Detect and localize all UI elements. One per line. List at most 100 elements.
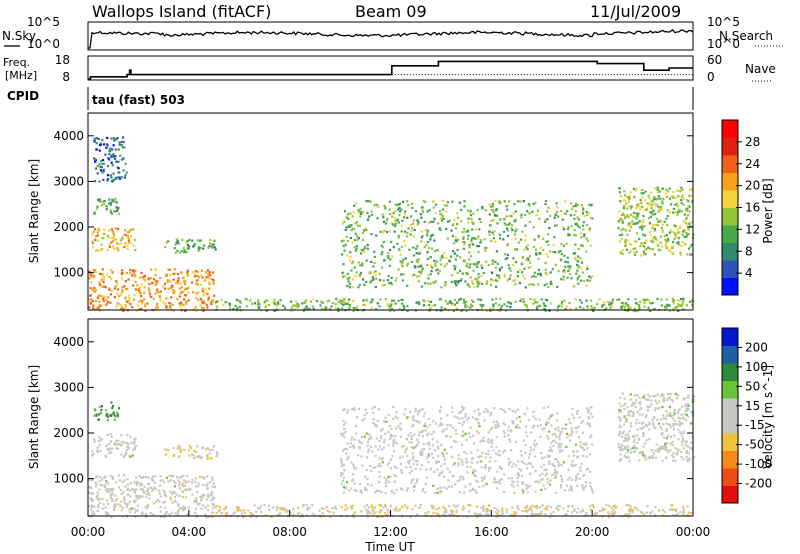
power-echo-pixel: [108, 287, 111, 290]
velocity-echo-pixel: [642, 445, 645, 448]
velocity-echo-pixel: [501, 507, 504, 510]
power-echo-pixel: [350, 269, 353, 272]
velocity-echo-pixel: [558, 505, 561, 508]
power-echo-pixel: [626, 309, 630, 312]
velocity-echo-pixel: [588, 422, 591, 426]
noise-panel: 10^5 10^0 10^5 10^0 N.Sky N.Search: [2, 15, 785, 51]
beam-label: Beam 09: [355, 2, 427, 21]
power-echo-pixel: [119, 239, 123, 242]
power-echo-pixel: [365, 280, 368, 284]
power-echo-pixel: [96, 306, 99, 310]
velocity-echo-pixel: [342, 486, 345, 489]
power-echo-pixel: [661, 187, 664, 190]
power-echo-pixel: [383, 283, 386, 286]
power-echo-pixel: [620, 229, 623, 232]
power-echo-pixel: [650, 191, 653, 194]
velocity-echo-pixel: [678, 420, 681, 423]
power-echo-pixel: [354, 222, 357, 225]
velocity-colorbar-tick-label: 100: [745, 360, 768, 374]
velocity-echo-pixel: [544, 487, 547, 490]
power-echo-pixel: [353, 239, 356, 242]
velocity-echo-pixel: [604, 508, 607, 511]
velocity-echo-pixel: [639, 451, 642, 454]
velocity-echo-pixel: [421, 408, 424, 411]
power-echo-pixel: [455, 212, 459, 215]
velocity-echo-pixel: [633, 506, 636, 509]
power-echo-pixel: [544, 309, 547, 312]
power-echo-pixel: [203, 279, 206, 282]
power-echo-pixel: [444, 204, 447, 207]
power-echo-pixel: [627, 201, 630, 204]
velocity-echo-pixel: [148, 482, 151, 485]
velocity-echo-pixel: [123, 454, 126, 457]
power-echo-pixel: [117, 206, 120, 209]
power-echo-pixel: [93, 307, 96, 310]
velocity-echo-pixel: [272, 506, 275, 509]
power-echo-pixel: [91, 246, 94, 249]
power-echo-pixel: [468, 258, 471, 261]
velocity-echo-pixel: [623, 454, 626, 457]
power-echo-pixel: [638, 220, 641, 223]
power-echo-pixel: [456, 301, 459, 304]
velocity-echo-pixel: [375, 437, 378, 440]
velocity-echo-pixel: [429, 424, 432, 427]
power-echo-pixel: [543, 304, 546, 307]
velocity-echo-pixel: [679, 417, 682, 420]
power-echo-pixel: [103, 233, 106, 236]
velocity-echo-pixel: [399, 435, 402, 438]
power-echo-pixel: [423, 303, 426, 307]
power-echo-pixel: [544, 200, 548, 203]
power-echo-pixel: [638, 237, 641, 241]
power-colorbar-segment: [722, 207, 738, 226]
velocity-echo-pixel: [533, 439, 536, 442]
power-echo-pixel: [564, 260, 567, 263]
power-echo-pixel: [100, 243, 103, 246]
power-echo-pixel: [570, 202, 573, 205]
velocity-echo-pixel: [410, 435, 413, 438]
power-echo-pixel: [621, 238, 624, 241]
power-echo-pixel: [641, 189, 644, 192]
nsearch-label: N.Search: [719, 29, 773, 43]
power-echo-pixel: [467, 234, 470, 237]
power-echo-pixel: [519, 200, 522, 203]
velocity-echo-pixel: [205, 498, 208, 501]
velocity-echo-pixel: [353, 407, 356, 410]
velocity-echo-pixel: [674, 447, 677, 450]
power-echo-pixel: [684, 218, 688, 221]
velocity-echo-pixel: [684, 405, 687, 408]
power-echo-pixel: [378, 272, 381, 275]
velocity-echo-pixel: [122, 455, 126, 458]
velocity-echo-pixel: [638, 401, 641, 405]
power-echo-pixel: [454, 239, 457, 242]
power-echo-pixel: [173, 291, 176, 294]
power-echo-pixel: [119, 154, 122, 157]
power-echo-pixel: [458, 298, 461, 301]
velocity-echo-pixel: [213, 504, 216, 507]
power-echo-pixel: [97, 239, 100, 242]
power-echo-pixel: [488, 213, 491, 216]
power-echo-pixel: [127, 278, 130, 281]
power-echo-pixel: [158, 294, 161, 297]
power-echo-pixel: [667, 249, 671, 252]
power-echo-pixel: [463, 227, 466, 230]
power-echo-pixel: [532, 275, 535, 278]
velocity-echo-pixel: [470, 451, 473, 454]
power-echo-pixel: [121, 237, 124, 241]
velocity-echo-pixel: [662, 417, 665, 420]
velocity-echo-pixel: [380, 435, 383, 438]
power-echo-pixel: [460, 277, 463, 280]
power-echo-pixel: [643, 299, 646, 302]
velocity-echo-pixel: [375, 425, 378, 428]
power-echo-pixel: [112, 237, 115, 240]
frequency-panel: 18 8 60 0 Freq. [MHz] Nave: [3, 53, 776, 84]
velocity-echo-pixel: [444, 509, 448, 512]
power-echo-pixel: [392, 246, 395, 249]
power-echo-pixel: [116, 242, 119, 245]
power-echo-pixel: [389, 248, 392, 251]
power-echo-pixel: [668, 304, 671, 307]
velocity-echo-pixel: [503, 473, 506, 476]
power-echo-pixel: [424, 229, 428, 232]
power-echo-pixel: [362, 299, 365, 302]
velocity-echo-pixel: [517, 460, 520, 463]
velocity-echo-pixel: [534, 455, 537, 458]
